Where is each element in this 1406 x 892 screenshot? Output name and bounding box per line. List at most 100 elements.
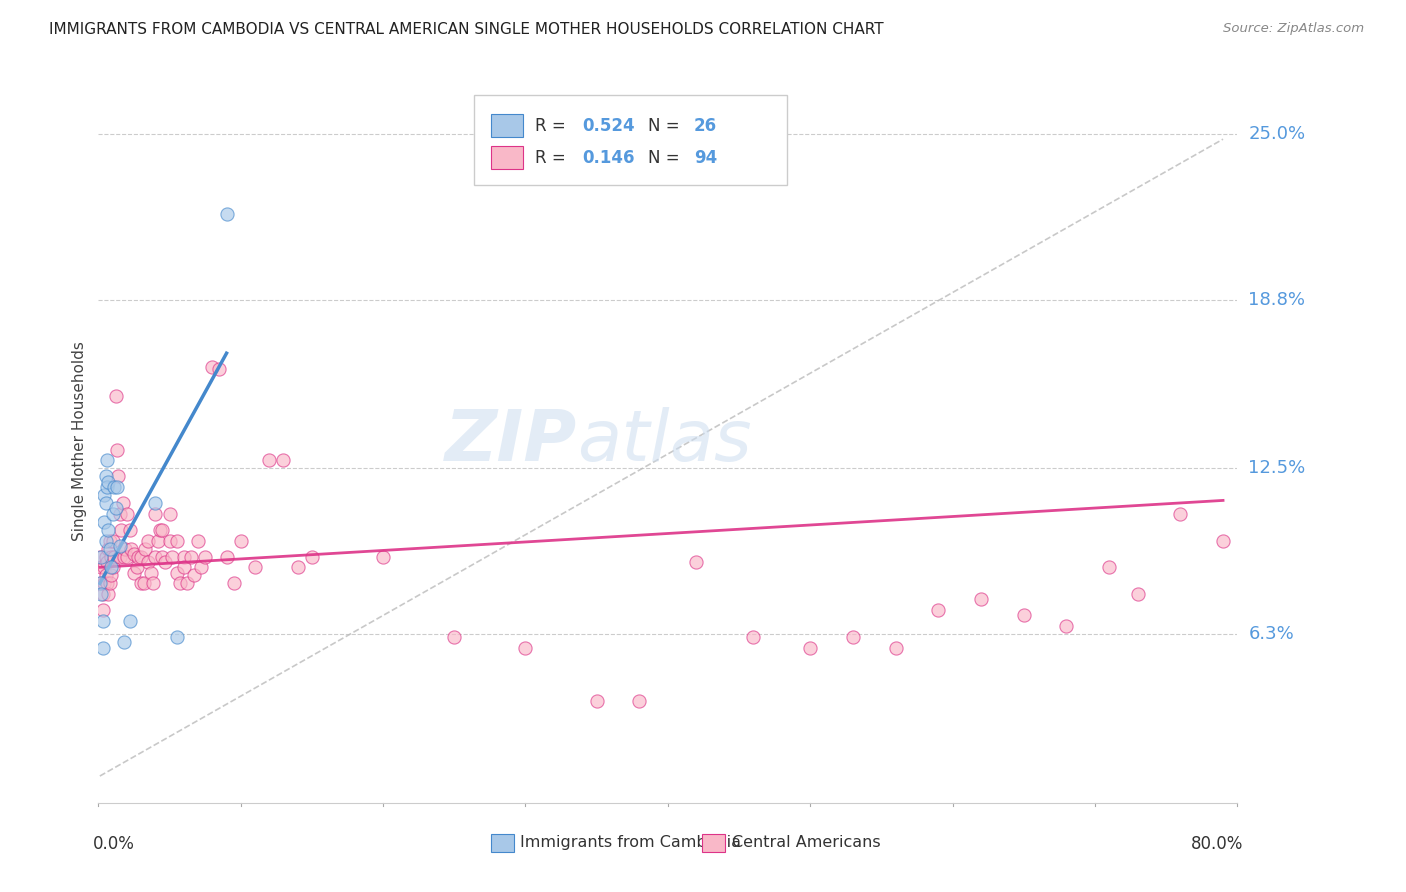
Point [105,480,128,494]
Point [101,560,124,574]
Point [122,566,145,580]
Point [94,568,117,582]
Point [101,533,124,548]
Point [96,555,118,569]
Point [127,549,149,564]
Point [115,507,138,521]
Point [301,549,323,564]
Point [515,640,537,655]
Point [842,630,865,644]
Point [1126,587,1149,601]
Point [136,533,159,548]
Y-axis label: Single Mother Households: Single Mother Households [72,342,87,541]
Point [108,549,131,564]
Point [118,523,141,537]
Point [107,469,129,483]
Point [208,362,231,376]
Point [96,480,118,494]
Text: 0.0%: 0.0% [93,835,135,854]
Point [222,576,245,591]
Point [628,694,651,708]
Point [94,496,117,510]
Point [115,549,138,564]
Point [287,560,309,574]
Point [162,549,184,564]
Text: 18.8%: 18.8% [1249,291,1305,309]
Text: IMMIGRANTS FROM CAMBODIA VS CENTRAL AMERICAN SINGLE MOTHER HOUSEHOLDS CORRELATIO: IMMIGRANTS FROM CAMBODIA VS CENTRAL AMER… [49,22,884,37]
Text: 0.146: 0.146 [582,149,636,167]
Text: 80.0%: 80.0% [1191,835,1243,854]
Point [129,576,152,591]
Point [96,576,118,591]
Point [742,630,765,644]
Text: 94: 94 [695,149,717,167]
Point [145,496,167,510]
Bar [702,833,725,852]
Point [103,549,125,564]
Point [183,568,205,582]
Point [104,389,127,403]
Point [215,207,238,221]
Point [111,496,134,510]
Text: N =: N = [648,149,685,167]
Point [273,453,295,467]
Point [145,507,167,521]
Text: 26: 26 [695,117,717,135]
Point [152,523,174,537]
Point [94,549,117,564]
Point [105,442,128,457]
FancyBboxPatch shape [474,95,787,185]
Text: atlas: atlas [576,407,751,476]
Point [173,549,195,564]
Point [136,555,159,569]
Point [173,560,195,574]
Point [125,560,148,574]
Point [90,549,112,564]
Point [685,555,707,569]
Point [169,576,191,591]
Text: N =: N = [648,117,685,135]
Point [97,523,120,537]
Point [104,501,127,516]
Point [118,614,141,628]
Point [159,507,181,521]
Point [1212,533,1234,548]
Point [112,549,135,564]
Text: Source: ZipAtlas.com: Source: ZipAtlas.com [1223,22,1364,36]
Point [90,576,112,591]
Point [93,515,115,529]
Point [585,694,607,708]
Point [97,541,120,556]
Point [159,533,181,548]
Point [141,576,163,591]
Point [180,549,202,564]
Point [89,549,111,564]
Point [91,614,114,628]
Point [187,533,209,548]
Text: R =: R = [534,149,571,167]
Point [93,576,115,591]
Point [90,560,112,574]
Text: 0.524: 0.524 [582,117,636,135]
Point [145,549,167,564]
Point [97,587,120,601]
Point [96,453,118,467]
Point [190,560,212,574]
Point [101,507,124,521]
Point [120,541,142,556]
Point [132,576,155,591]
Point [112,635,135,649]
Point [215,549,238,564]
Point [194,549,217,564]
Point [97,475,120,489]
Point [166,533,188,548]
Point [166,630,188,644]
Text: Immigrants from Cambodia: Immigrants from Cambodia [520,835,741,850]
Text: ZIP: ZIP [444,407,576,476]
Point [98,533,121,548]
Point [201,359,224,374]
Point [884,640,907,655]
Point [90,587,112,601]
Point [799,640,821,655]
Point [176,576,198,591]
